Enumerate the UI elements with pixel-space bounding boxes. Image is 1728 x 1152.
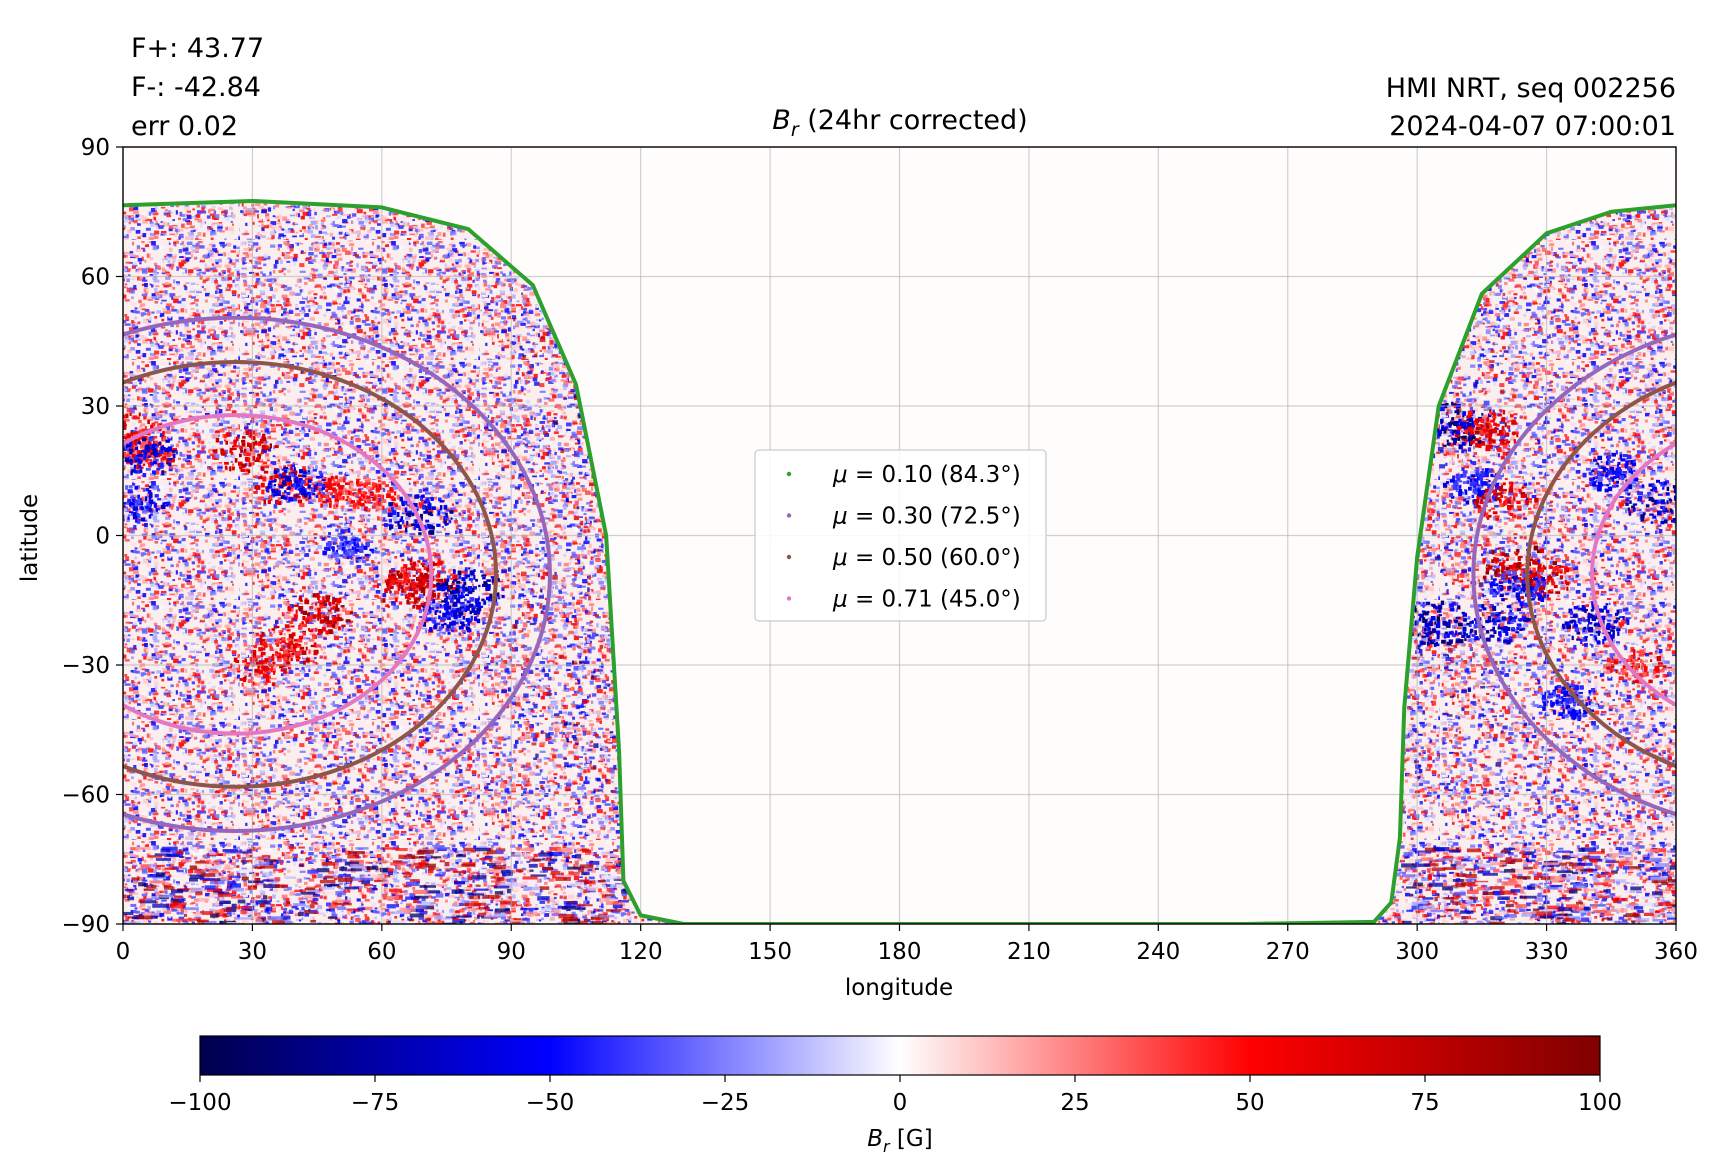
- colorbar-tick-label: −75: [351, 1090, 400, 1116]
- legend-marker: [786, 554, 792, 560]
- contour-mu-0.71: [1590, 441, 1676, 708]
- colorbar-tick-label: 100: [1578, 1090, 1622, 1116]
- plot-layer: [123, 147, 1676, 924]
- flux-error: err 0.02: [131, 111, 238, 142]
- legend-items: μ = 0.10 (84.3°) μ = 0.30 (72.5°) μ = 0.50…: [786, 462, 1021, 613]
- x-tick-label: 180: [878, 939, 922, 965]
- colorbar-unit: [G]: [890, 1126, 933, 1152]
- legend-marker: [786, 513, 792, 518]
- y-tick-label: 60: [81, 265, 110, 291]
- colorbar-subscript: r: [883, 1137, 891, 1152]
- legend-box: [754, 449, 1047, 622]
- x-tick-label: 210: [1007, 939, 1051, 965]
- x-tick-label: 0: [116, 939, 131, 965]
- x-axis: 0 30 60 90 120 150 180 210 240 270 300 330 360: [116, 924, 1698, 965]
- colorbar-tick-label: 75: [1410, 1090, 1439, 1116]
- legend-marker: [786, 596, 792, 601]
- colorbar-tick-label: −100: [168, 1090, 231, 1116]
- x-axis-label: longitude: [845, 975, 953, 1001]
- y-axis: −90 −60 −30 0 30 60 90: [61, 135, 123, 938]
- legend-marker: [786, 471, 792, 477]
- title-rest: (24hr corrected): [799, 105, 1028, 136]
- x-tick-label: 300: [1395, 939, 1439, 965]
- chart-title: Br (24hr corrected): [772, 105, 1027, 141]
- legend-label: μ = 0.10 (84.3°): [832, 462, 1021, 488]
- contour-mu-0.30: [1471, 332, 1676, 817]
- y-tick-label: 90: [81, 135, 110, 161]
- flux-negative: F-: -42.84: [131, 72, 261, 103]
- colorbar-tick-label: 50: [1235, 1090, 1264, 1116]
- x-tick-label: 90: [497, 939, 526, 965]
- y-tick-label: −60: [61, 783, 110, 809]
- x-tick-label: 330: [1525, 939, 1569, 965]
- colorbar: [199, 1035, 1601, 1076]
- colorbar-tick-label: 0: [893, 1090, 908, 1116]
- y-tick-label: 0: [95, 524, 110, 550]
- legend-label: μ = 0.30 (72.5°): [832, 504, 1021, 530]
- colorbar-ticks: −100 −75 −50 −25 0 25 50 75 100: [168, 1075, 1622, 1116]
- contour-mu-0.50: [1525, 380, 1676, 769]
- x-tick-label: 150: [748, 939, 792, 965]
- colorbar-label: Br [G]: [867, 1126, 932, 1152]
- colorbar-tick-label: −25: [701, 1090, 750, 1116]
- legend-label: μ = 0.50 (60.0°): [832, 545, 1021, 571]
- colorbar-tick-label: −50: [526, 1090, 575, 1116]
- title-subscript: r: [791, 119, 800, 141]
- title-symbol: B: [772, 105, 791, 136]
- mu-contours: [123, 198, 1676, 924]
- y-tick-label: −30: [61, 653, 110, 679]
- flux-positive: F+: 43.77: [131, 33, 264, 64]
- x-tick-label: 240: [1136, 939, 1180, 965]
- contour-mu-0.71: [123, 413, 434, 736]
- colorbar-symbol: B: [867, 1126, 883, 1152]
- instrument-label: HMI NRT, seq 002256: [1386, 73, 1676, 104]
- x-tick-label: 120: [619, 939, 663, 965]
- x-tick-label: 60: [367, 939, 396, 965]
- legend-label: μ = 0.71 (45.0°): [832, 587, 1021, 613]
- contour-mu-0.10: [123, 198, 1676, 924]
- contour-mu-0.50: [123, 360, 498, 789]
- contour-mu-0.30: [123, 315, 552, 833]
- x-tick-label: 360: [1654, 939, 1698, 965]
- legend: μ = 0.10 (84.3°) μ = 0.30 (72.5°) μ = 0.50…: [754, 449, 1047, 622]
- y-axis-label: latitude: [17, 494, 43, 582]
- colorbar-tick-label: 25: [1060, 1090, 1089, 1116]
- x-tick-label: 270: [1266, 939, 1310, 965]
- x-tick-label: 30: [238, 939, 267, 965]
- y-tick-label: 30: [81, 394, 110, 420]
- observation-datetime: 2024-04-07 07:00:01: [1389, 111, 1676, 142]
- y-tick-label: −90: [61, 912, 110, 938]
